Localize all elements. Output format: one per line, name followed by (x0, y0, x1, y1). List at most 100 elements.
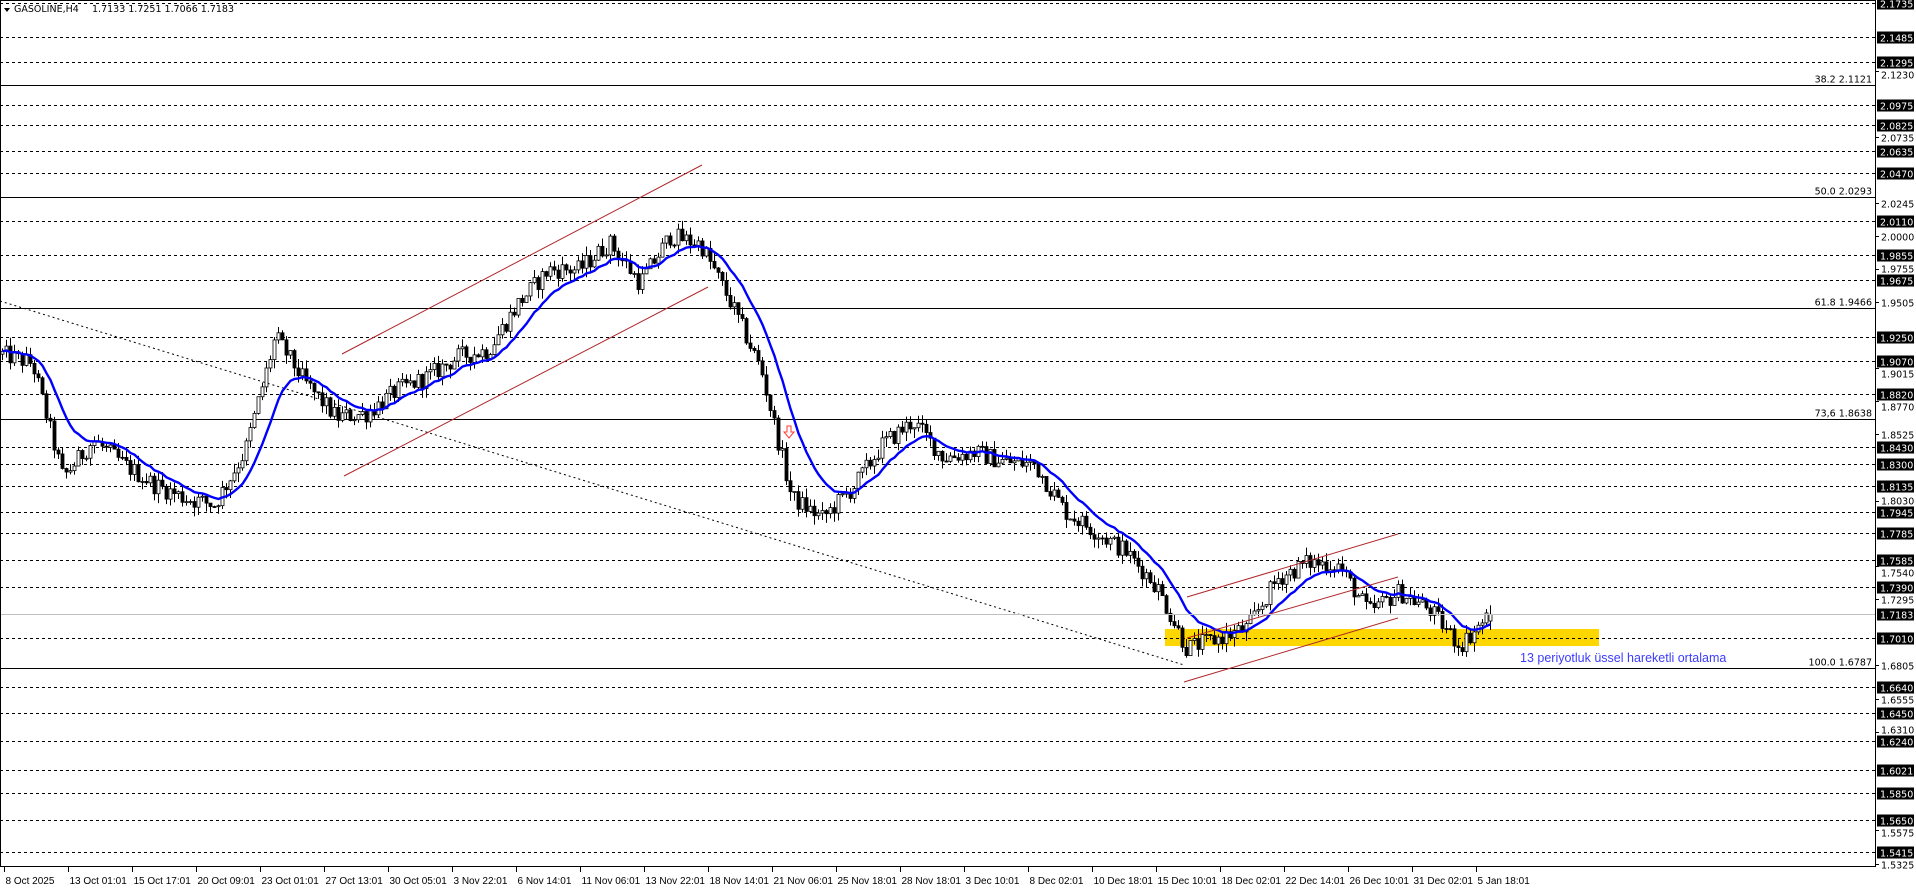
candle[interactable] (816, 509, 821, 520)
candle[interactable] (1384, 594, 1389, 599)
candle[interactable] (688, 227, 693, 254)
candle[interactable] (1268, 579, 1273, 611)
candle[interactable] (1088, 523, 1093, 540)
candle[interactable] (904, 416, 909, 441)
candle[interactable] (828, 503, 833, 519)
candle[interactable] (1468, 629, 1473, 645)
candle[interactable] (1440, 604, 1445, 633)
candle[interactable] (880, 430, 885, 464)
ema-annotation[interactable]: 13 periyotluk üssel hareketli ortalama (1520, 651, 1726, 665)
candle[interactable] (408, 374, 413, 386)
candle[interactable] (544, 270, 549, 280)
candle[interactable] (940, 450, 945, 469)
candle[interactable] (256, 396, 261, 415)
candle[interactable] (348, 408, 353, 422)
candle[interactable] (1076, 517, 1081, 532)
candle[interactable] (72, 462, 77, 475)
candle[interactable] (784, 442, 789, 486)
candle[interactable] (236, 462, 241, 483)
candle[interactable] (400, 372, 405, 387)
candle[interactable] (464, 344, 469, 365)
candle[interactable] (716, 266, 721, 279)
candle[interactable] (460, 339, 465, 357)
candle[interactable] (796, 485, 801, 517)
candle[interactable] (1116, 532, 1121, 559)
candle[interactable] (804, 488, 809, 518)
candle[interactable] (1288, 565, 1293, 582)
candle[interactable] (1024, 455, 1029, 473)
candle[interactable] (328, 396, 333, 419)
candle[interactable] (156, 472, 161, 504)
candle[interactable] (132, 459, 137, 481)
candle[interactable] (396, 378, 401, 402)
candle[interactable] (276, 327, 281, 344)
candle[interactable] (24, 346, 29, 367)
candle[interactable] (176, 490, 181, 499)
candle[interactable] (324, 392, 329, 415)
candle[interactable] (1168, 608, 1173, 626)
candle[interactable] (1000, 452, 1005, 465)
candle[interactable] (1112, 535, 1117, 541)
candle[interactable] (432, 357, 437, 376)
candle[interactable] (304, 360, 309, 384)
candle[interactable] (12, 344, 17, 367)
candle[interactable] (1200, 625, 1205, 655)
candle[interactable] (1172, 614, 1177, 629)
candle[interactable] (1448, 625, 1453, 631)
candle[interactable] (872, 455, 877, 474)
candle[interactable] (1120, 533, 1125, 564)
candle[interactable] (344, 402, 349, 421)
candle[interactable] (152, 473, 157, 501)
candle[interactable] (776, 415, 781, 455)
candle[interactable] (248, 422, 253, 448)
candle[interactable] (56, 447, 61, 459)
candle[interactable] (1284, 571, 1289, 593)
candle[interactable] (100, 437, 105, 452)
candle[interactable] (1380, 592, 1385, 608)
candle[interactable] (1100, 535, 1105, 546)
candle[interactable] (572, 266, 577, 281)
candle[interactable] (788, 471, 793, 501)
candle[interactable] (1216, 634, 1221, 653)
candle[interactable] (548, 262, 553, 281)
candle[interactable] (148, 472, 153, 487)
candle[interactable] (240, 453, 245, 471)
candle[interactable] (1488, 605, 1493, 631)
candle[interactable] (564, 263, 569, 276)
candle[interactable] (404, 374, 409, 388)
candle[interactable] (636, 264, 641, 295)
candle[interactable] (924, 419, 929, 441)
candle[interactable] (428, 362, 433, 380)
candle[interactable] (948, 452, 953, 463)
candle[interactable] (164, 483, 169, 505)
candle[interactable] (632, 271, 637, 278)
candle[interactable] (1004, 449, 1009, 461)
candle[interactable] (516, 297, 521, 318)
candle[interactable] (888, 427, 893, 439)
candle[interactable] (1444, 620, 1449, 634)
candle[interactable] (84, 455, 89, 462)
candle[interactable] (1092, 528, 1097, 548)
candle[interactable] (1128, 542, 1133, 564)
candle[interactable] (968, 446, 973, 463)
candle[interactable] (604, 247, 609, 259)
candle[interactable] (728, 287, 733, 310)
candle[interactable] (596, 243, 601, 261)
candle[interactable] (676, 223, 681, 254)
candle[interactable] (1400, 579, 1405, 604)
candle[interactable] (1196, 629, 1201, 657)
candle[interactable] (1036, 463, 1041, 478)
candle[interactable] (1396, 580, 1401, 602)
candle[interactable] (540, 268, 545, 299)
trendline-dotted[interactable] (0, 300, 1185, 666)
candle[interactable] (1464, 625, 1469, 657)
candle[interactable] (1452, 624, 1457, 653)
candle[interactable] (912, 427, 917, 439)
candle[interactable] (1368, 597, 1373, 605)
candle[interactable] (664, 235, 669, 249)
candle[interactable] (832, 501, 837, 522)
candle[interactable] (444, 363, 449, 372)
candle[interactable] (640, 266, 645, 294)
candle[interactable] (1148, 569, 1153, 585)
candle[interactable] (732, 296, 737, 315)
